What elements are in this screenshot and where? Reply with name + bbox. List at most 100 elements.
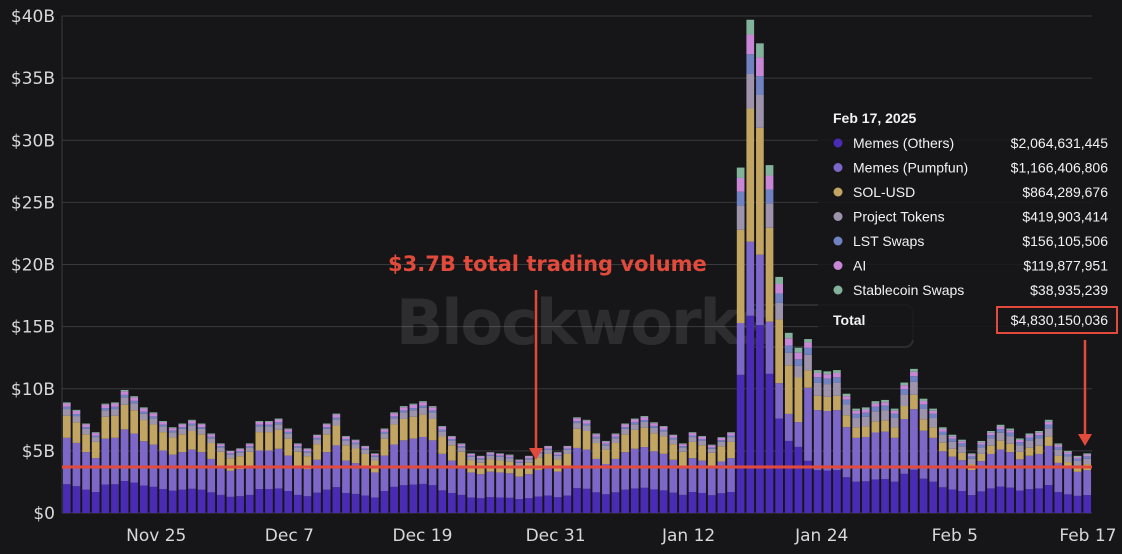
bar-segment xyxy=(159,421,167,422)
bar-segment xyxy=(669,459,678,493)
bar-segment xyxy=(1006,443,1015,453)
bar-segment xyxy=(938,431,947,435)
bar-segment xyxy=(717,440,726,442)
bar-segment xyxy=(496,497,504,513)
bar-segment xyxy=(62,415,71,438)
bar-segment xyxy=(515,462,524,466)
bar-segment xyxy=(91,435,100,438)
bar-segment xyxy=(130,396,139,398)
bar-segment xyxy=(707,466,716,496)
bar-segment xyxy=(178,428,187,435)
bar-segment xyxy=(409,484,418,513)
bar-segment xyxy=(525,456,533,459)
bar-segment xyxy=(881,420,889,432)
bar-segment xyxy=(640,416,649,418)
bar-segment xyxy=(736,191,745,206)
bar-segment xyxy=(967,453,976,455)
bar-segment xyxy=(794,377,803,423)
bar-segment xyxy=(361,445,370,447)
bar-segment xyxy=(130,410,139,434)
bar-segment xyxy=(553,471,562,498)
bar-segment xyxy=(650,451,658,490)
bar-segment xyxy=(967,456,976,459)
bar-segment xyxy=(130,397,139,401)
bar-segment xyxy=(342,492,350,513)
bar-segment xyxy=(428,485,437,513)
bar-segment xyxy=(775,284,783,294)
bar-segment xyxy=(823,411,832,471)
bar-segment xyxy=(120,389,129,392)
bar-segment xyxy=(592,436,601,439)
bar-segment xyxy=(448,460,456,493)
bar-segment xyxy=(351,439,360,441)
bar-segment xyxy=(1044,445,1053,486)
bar-segment xyxy=(111,415,119,438)
bar-segment xyxy=(592,434,601,437)
bar-segment xyxy=(910,469,918,513)
bar-segment xyxy=(72,416,81,423)
x-tick-label: Feb 17 xyxy=(1059,526,1116,546)
bar-segment xyxy=(505,456,514,459)
bar-segment xyxy=(958,452,966,461)
bar-segment xyxy=(688,458,697,492)
bar-segment xyxy=(910,376,918,382)
bar-segment xyxy=(111,403,119,407)
bar-segment xyxy=(1044,436,1053,446)
bar-segment xyxy=(82,427,90,429)
bar-segment xyxy=(813,372,822,378)
bar-segment xyxy=(168,490,177,513)
bar-segment xyxy=(245,494,254,513)
bar-segment xyxy=(1064,453,1072,457)
bar-segment xyxy=(688,492,697,513)
bar-segment xyxy=(467,497,475,513)
bar-segment xyxy=(284,491,293,513)
bar-segment xyxy=(255,421,264,425)
bar-segment xyxy=(274,419,283,423)
bar-segment xyxy=(582,423,591,426)
bar-segment xyxy=(361,448,370,450)
bar-segment xyxy=(717,437,726,438)
bar-segment xyxy=(900,382,909,386)
bar-segment xyxy=(967,495,976,513)
bar-segment xyxy=(736,323,745,375)
bar-segment xyxy=(62,402,71,404)
bar-segment xyxy=(794,365,803,378)
bar-segment xyxy=(582,488,591,513)
bar-segment xyxy=(111,437,119,485)
bar-segment xyxy=(823,396,832,412)
bar-segment xyxy=(265,424,273,427)
bar-segment xyxy=(1006,428,1015,431)
tooltip-series-name: AI xyxy=(853,258,866,274)
bar-segment xyxy=(871,411,880,422)
bar-segment xyxy=(679,465,687,495)
bar-segment xyxy=(303,496,312,513)
bar-segment xyxy=(804,339,812,343)
bar-segment xyxy=(188,449,196,489)
bar-segment xyxy=(226,454,235,459)
bar-segment xyxy=(226,458,235,471)
bar-segment xyxy=(621,434,629,453)
bar-segment xyxy=(650,425,658,428)
bar-segment xyxy=(861,436,870,482)
bar-segment xyxy=(602,449,610,464)
bar-segment xyxy=(515,499,524,513)
bar-segment xyxy=(958,491,966,513)
bar-segment xyxy=(525,459,533,463)
bar-segment xyxy=(630,424,639,430)
bar-segment xyxy=(496,472,504,498)
bar-segment xyxy=(419,414,427,437)
bar-segment xyxy=(563,467,572,496)
bar-segment xyxy=(168,454,177,491)
bar-segment xyxy=(563,453,572,468)
bar-segment xyxy=(120,391,129,395)
tooltip-series-name: Memes (Pumpfun) xyxy=(853,160,968,176)
bar-segment xyxy=(602,494,610,513)
bar-segment xyxy=(910,409,918,470)
bar-segment xyxy=(380,433,389,439)
bar-segment xyxy=(399,407,408,411)
bar-segment xyxy=(881,402,889,406)
bar-segment xyxy=(371,455,379,457)
bar-segment xyxy=(688,435,697,438)
bar-segment xyxy=(62,484,71,513)
